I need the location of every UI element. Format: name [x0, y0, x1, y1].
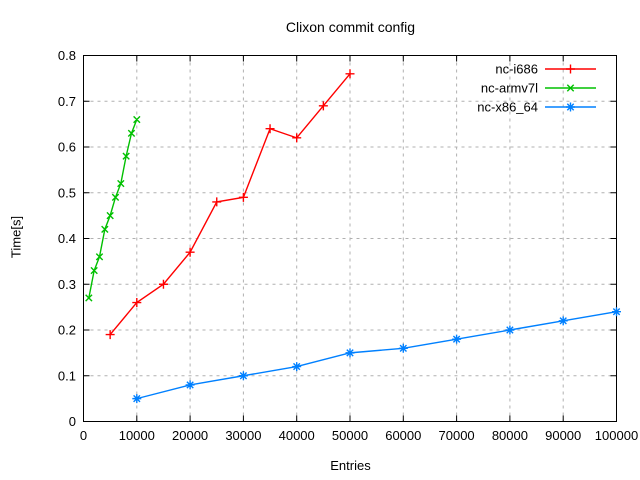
legend-marker-nc-x86_64 — [566, 102, 575, 112]
y-tick-label: 0.8 — [58, 48, 76, 63]
x-tick-label: 90000 — [545, 428, 581, 443]
y-tick-label: 0 — [69, 414, 76, 429]
y-tick-label: 0.3 — [58, 277, 76, 292]
x-tick-label: 0 — [80, 428, 87, 443]
x-tick-label: 80000 — [492, 428, 528, 443]
x-tick-label: 30000 — [225, 428, 261, 443]
x-tick-label: 70000 — [439, 428, 475, 443]
y-tick-label: 0.2 — [58, 323, 76, 338]
x-tick-label: 60000 — [385, 428, 421, 443]
legend-label-nc-armv7l: nc-armv7l — [481, 81, 538, 96]
series-line-nc-armv7l — [88, 119, 138, 299]
y-tick-label: 0.6 — [58, 140, 76, 155]
series-markers-nc-i686 — [105, 69, 355, 340]
x-axis-label: Entries — [330, 458, 371, 473]
y-tick-label: 0.4 — [58, 231, 76, 246]
series-markers-nc-armv7l — [85, 115, 141, 302]
y-tick-label: 0.1 — [58, 368, 76, 383]
x-tick-label: 40000 — [279, 428, 315, 443]
plot-border — [83, 55, 617, 422]
x-tick-label: 10000 — [119, 428, 155, 443]
legend-marker-nc-i686 — [566, 64, 575, 74]
series-line-nc-x86_64 — [136, 311, 617, 400]
chart-title: Clixon commit config — [285, 19, 416, 35]
legend-label-nc-i686: nc-i686 — [495, 62, 538, 77]
series-markers-nc-x86_64 — [132, 307, 621, 404]
x-tick-label: 20000 — [172, 428, 208, 443]
y-tick-label: 0.5 — [58, 185, 76, 200]
x-tick-label: 50000 — [332, 428, 368, 443]
legend-marker-nc-armv7l — [566, 84, 575, 92]
x-tick-label: 100000 — [595, 428, 638, 443]
legend-label-nc-x86_64: nc-x86_64 — [477, 100, 538, 115]
series-line-nc-i686 — [109, 73, 351, 336]
y-tick-label: 0.7 — [58, 94, 76, 109]
